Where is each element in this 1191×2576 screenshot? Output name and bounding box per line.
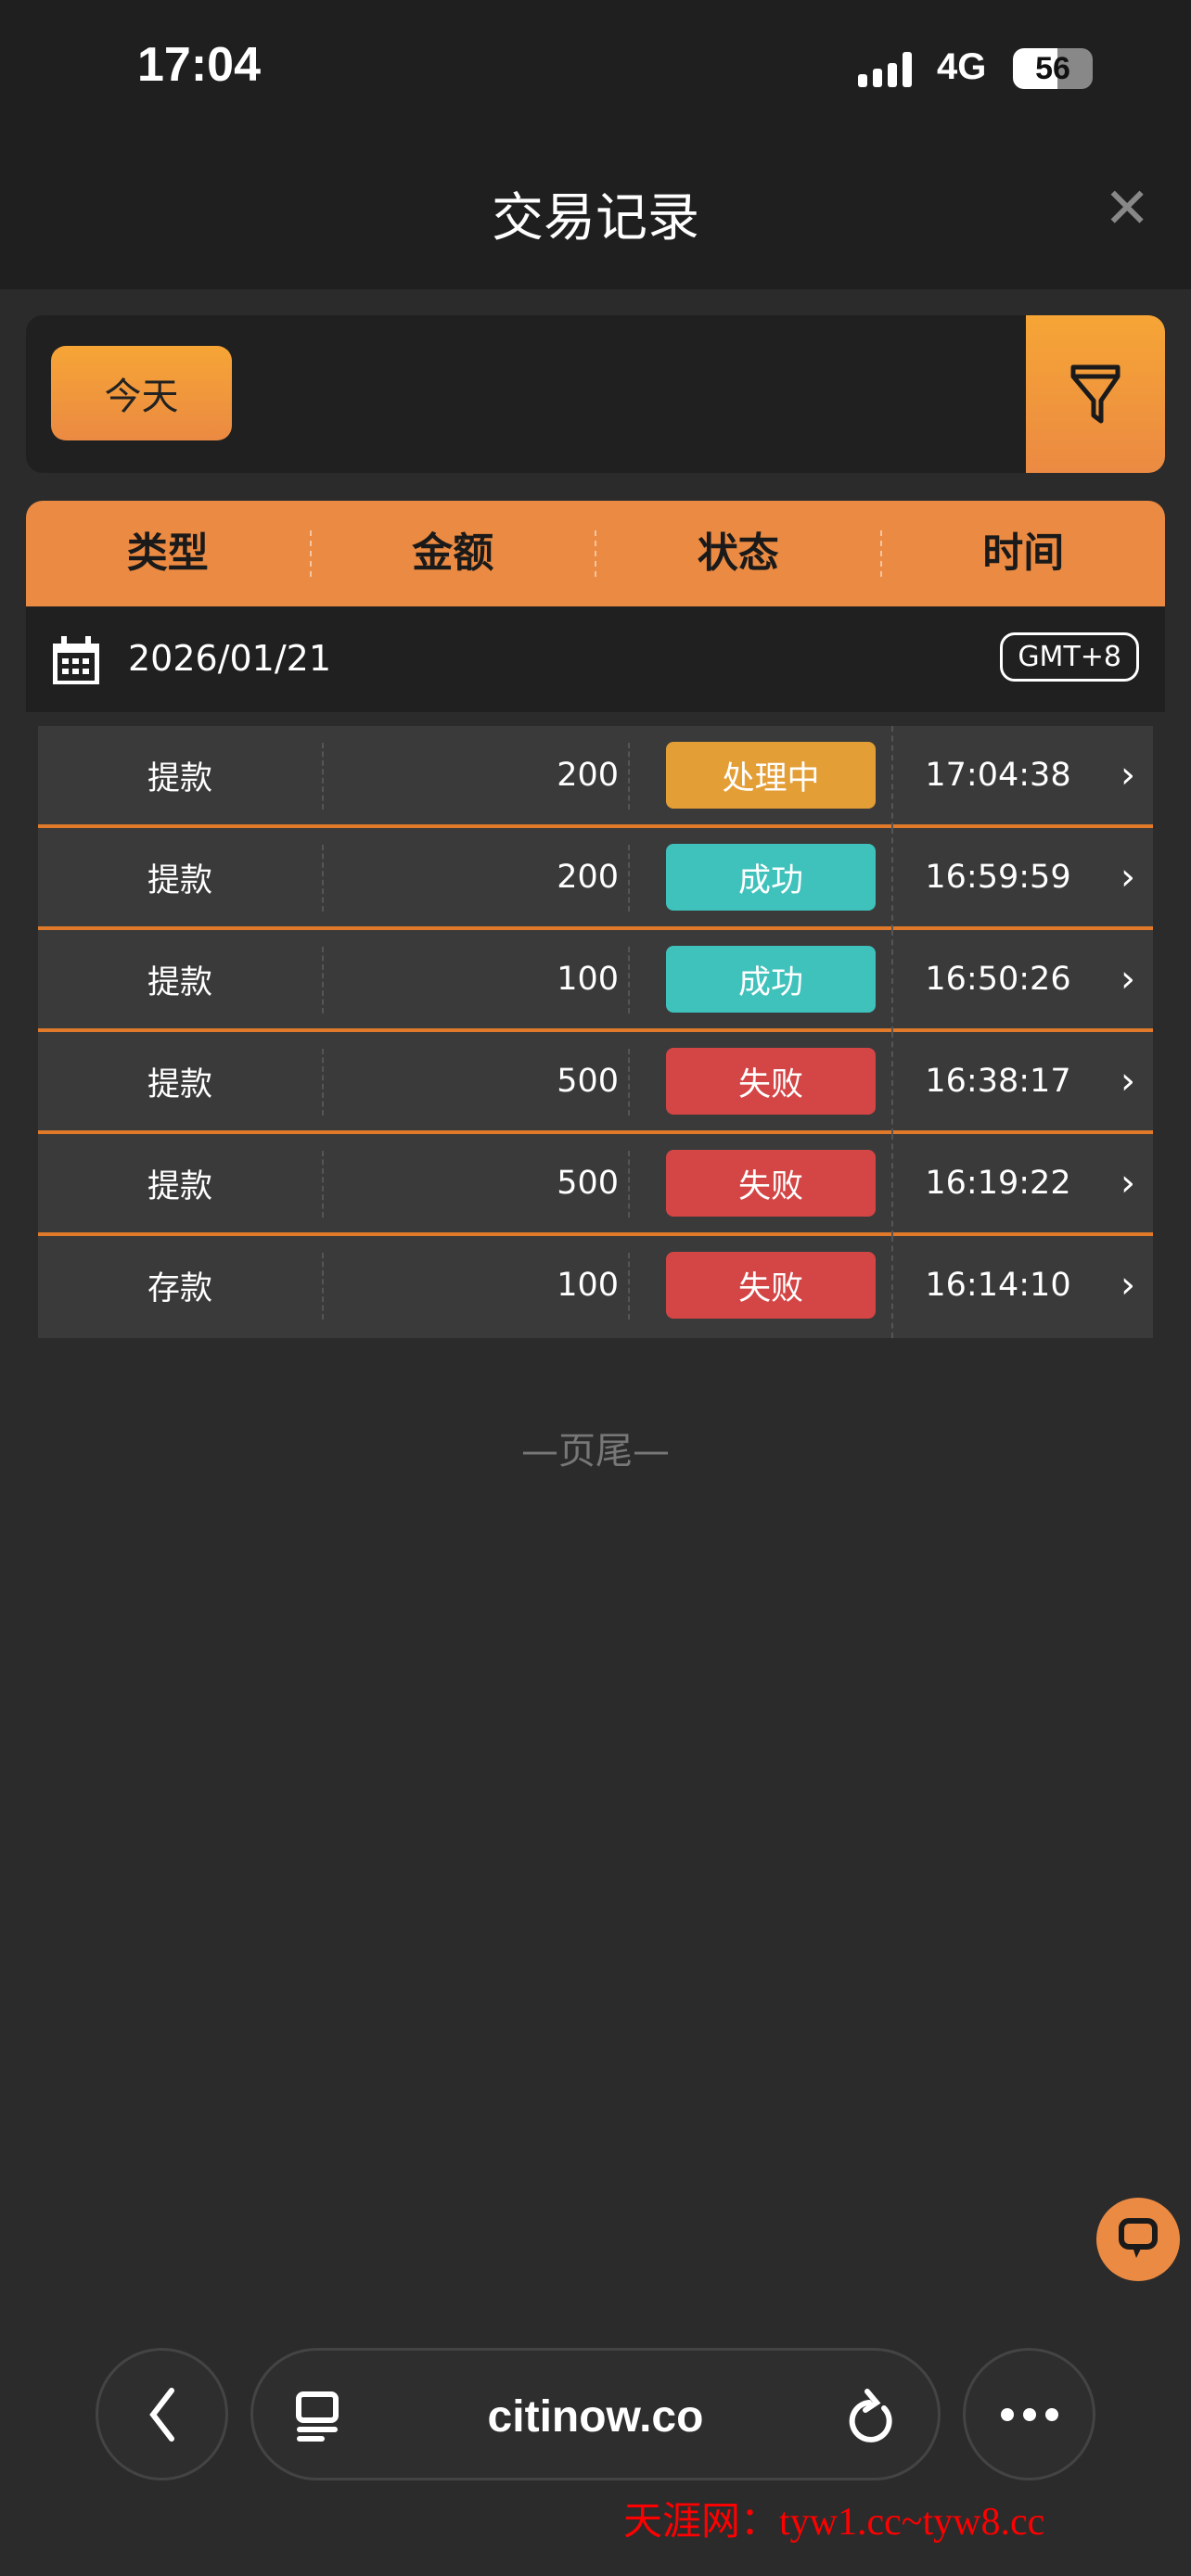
row-type: 提款 [147,963,212,1001]
table-header: 类型 金额 状态 时间 [26,501,1165,606]
row-amount: 100 [557,1267,619,1304]
row-type: 提款 [147,759,212,797]
table-row[interactable]: 提款 200 处理中 17:04:38 › [38,726,1153,828]
row-amount: 500 [557,1165,619,1202]
date-label: 2026/01/21 [128,638,332,679]
timezone-badge: GMT+8 [1000,632,1139,682]
row-amount: 200 [557,859,619,896]
more-icon [1000,2407,1058,2421]
row-time: 16:14:10 [925,1267,1071,1304]
network-type: 4G [937,46,987,87]
chat-icon [1119,2218,1158,2258]
column-divider [322,845,324,912]
column-divider [891,1032,893,1134]
header-status: 状态 [596,530,882,577]
table-row[interactable]: 提款 200 成功 16:59:59 › [38,828,1153,930]
row-amount: 500 [557,1063,619,1100]
address-bar[interactable]: citinow.co [250,2348,941,2480]
column-divider [628,1253,630,1320]
more-button[interactable] [963,2348,1095,2480]
page-menu-icon [296,2391,339,2442]
status-badge: 失败 [666,1150,876,1217]
column-divider [891,1134,893,1236]
column-divider [628,1049,630,1116]
row-time: 16:59:59 [925,859,1071,896]
header-type: 类型 [26,530,312,577]
table-row[interactable]: 提款 500 失败 16:19:22 › [38,1134,1153,1236]
chevron-right-icon[interactable]: › [1121,754,1135,797]
column-divider [322,743,324,810]
column-divider [628,845,630,912]
column-divider [891,828,893,930]
calendar-icon [53,636,99,684]
column-divider [628,1151,630,1218]
column-divider [322,1151,324,1218]
column-divider [628,743,630,810]
chevron-right-icon[interactable]: › [1121,1060,1135,1103]
row-type: 提款 [147,1167,212,1205]
status-badge: 失败 [666,1252,876,1319]
row-type: 提款 [147,861,212,899]
row-time: 16:19:22 [925,1165,1071,1202]
table-row[interactable]: 提款 500 失败 16:38:17 › [38,1032,1153,1134]
status-badge: 成功 [666,844,876,911]
watermark: 天涯网：tyw1.cc~tyw8.cc [623,2501,1045,2544]
chevron-right-icon[interactable]: › [1121,856,1135,899]
filter-bar: 今天 [26,315,1165,473]
table-row[interactable]: 存款 100 失败 16:14:10 › [38,1236,1153,1338]
column-divider [322,1253,324,1320]
row-time: 16:38:17 [925,1063,1071,1100]
column-divider [891,930,893,1032]
page-title: 交易记录 [492,188,699,249]
row-amount: 100 [557,961,619,998]
column-divider [891,726,893,828]
filter-button[interactable] [1026,315,1165,473]
column-divider [322,1049,324,1116]
status-badge: 成功 [666,946,876,1013]
back-button[interactable] [96,2348,228,2480]
row-type: 提款 [147,1065,212,1103]
reload-icon[interactable] [847,2386,899,2447]
today-button[interactable]: 今天 [51,346,232,440]
row-time: 17:04:38 [925,757,1071,794]
date-row: 2026/01/21 GMT+8 [26,606,1165,712]
column-divider [628,947,630,1014]
funnel-icon [1070,364,1121,424]
top-bar [0,0,1191,289]
column-divider [322,947,324,1014]
chevron-right-icon[interactable]: › [1121,1162,1135,1205]
battery-icon: 56 [1013,48,1093,89]
chevron-right-icon[interactable]: › [1121,958,1135,1001]
status-time: 17:04 [137,38,261,92]
signal-icon [858,52,912,87]
row-type: 存款 [147,1269,212,1307]
row-amount: 200 [557,757,619,794]
table-row[interactable]: 提款 100 成功 16:50:26 › [38,930,1153,1032]
transaction-list: 提款 200 处理中 17:04:38 › 提款 200 成功 16:59:59 … [38,726,1153,1338]
status-badge: 处理中 [666,742,876,809]
header-time: 时间 [982,529,1065,577]
url-text: citinow.co [487,2392,704,2442]
chevron-right-icon[interactable]: › [1121,1264,1135,1307]
chat-button[interactable] [1096,2198,1180,2281]
status-badge: 失败 [666,1048,876,1115]
row-time: 16:50:26 [925,961,1071,998]
close-icon[interactable]: ✕ [1104,176,1151,241]
header-amount: 金额 [312,530,596,577]
column-divider [891,1236,893,1338]
chevron-left-icon [148,2387,174,2442]
footer-text: —页尾— [521,1430,670,1473]
